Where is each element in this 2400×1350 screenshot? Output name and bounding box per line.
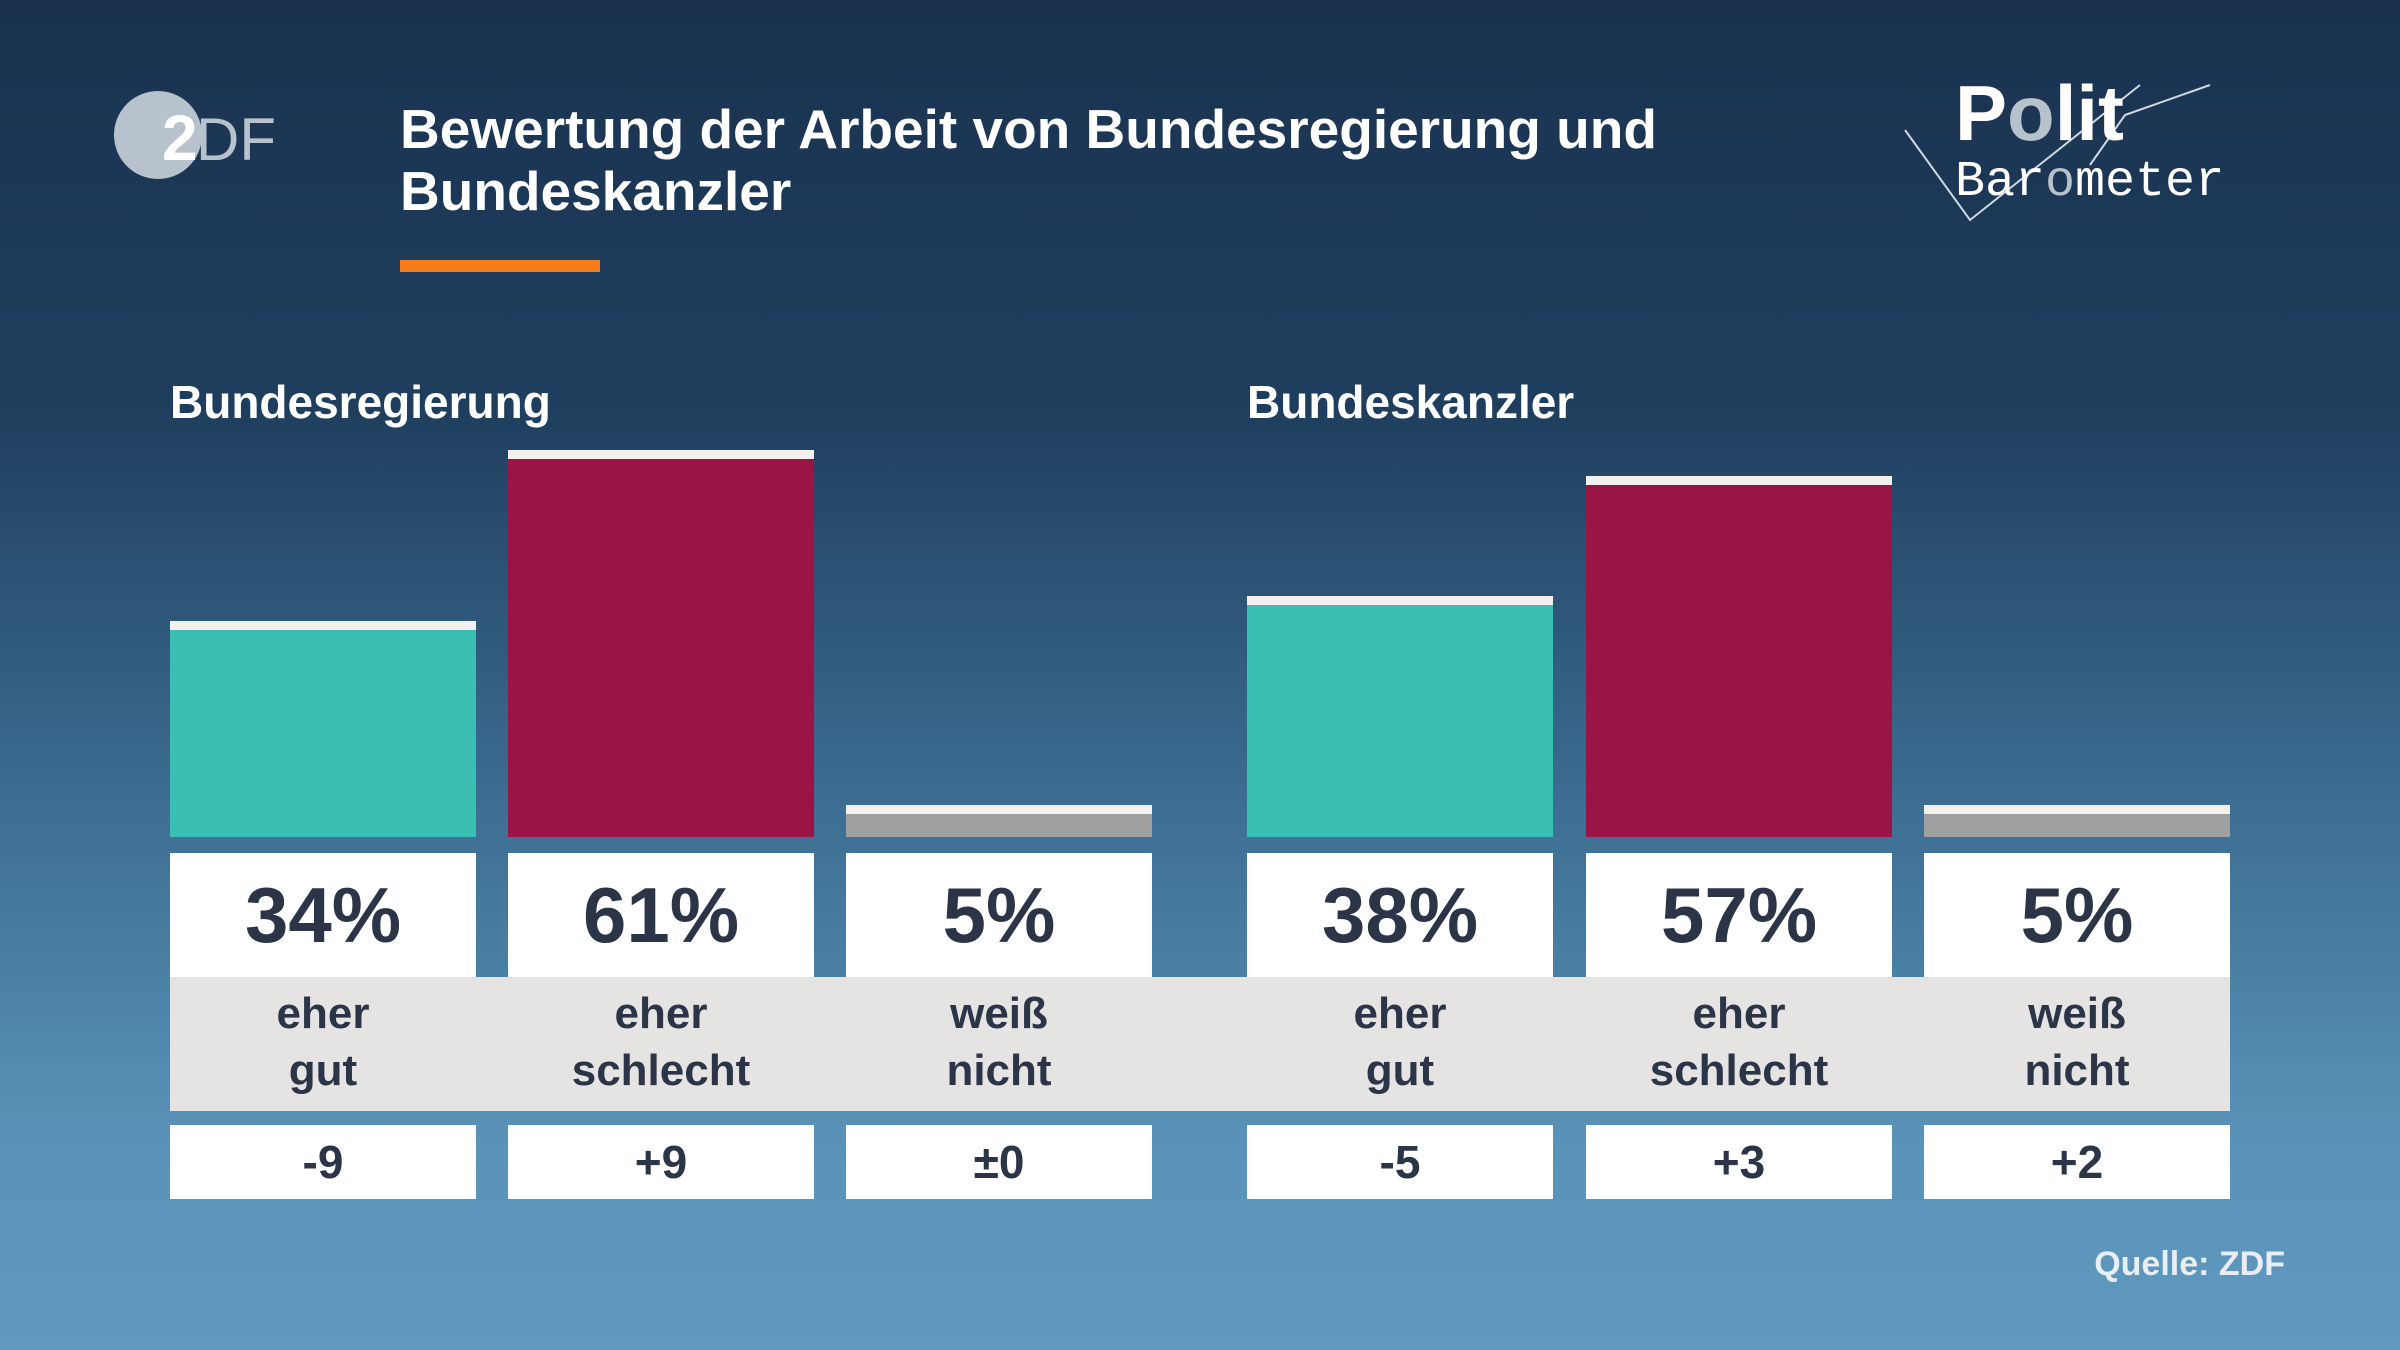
bar-cap bbox=[508, 450, 814, 460]
value-label: 38% bbox=[1247, 853, 1553, 977]
value-label: 61% bbox=[508, 853, 814, 977]
section-title-bundeskanzler: Bundeskanzler bbox=[1247, 376, 1575, 428]
section-title-bundesregierung: Bundesregierung bbox=[170, 376, 551, 428]
value-label: 5% bbox=[846, 853, 1152, 977]
category-label: eher schlecht bbox=[571, 989, 751, 1095]
change-label: -5 bbox=[1247, 1125, 1553, 1199]
value-label: 34% bbox=[170, 853, 476, 977]
bar-regierung-1 bbox=[508, 450, 814, 837]
category-label-band bbox=[170, 977, 2230, 1111]
svg-text:2: 2 bbox=[162, 102, 198, 174]
bar-kanzler-1 bbox=[1586, 475, 1892, 837]
bar-cap bbox=[1247, 596, 1553, 606]
value-label: 5% bbox=[1924, 853, 2230, 977]
bar-kanzler-0 bbox=[1247, 596, 1553, 837]
change-label: +9 bbox=[508, 1125, 814, 1199]
change-label: +2 bbox=[1924, 1125, 2230, 1199]
bar-cap bbox=[170, 621, 476, 631]
svg-text:Polit: Polit bbox=[1955, 70, 2124, 157]
svg-text:Barometer: Barometer bbox=[1955, 154, 2220, 211]
category-label: eher schlecht bbox=[1649, 989, 1829, 1095]
zdf-logo: 2 DF bbox=[114, 91, 276, 179]
change-label: -9 bbox=[170, 1125, 476, 1199]
category-label: eher gut bbox=[276, 989, 370, 1095]
source-note: Quelle: ZDF bbox=[2094, 1245, 2285, 1283]
page-title: Bewertung der Arbeit von Bundesregierung… bbox=[400, 98, 1657, 222]
change-label: +3 bbox=[1586, 1125, 1892, 1199]
category-label: weiß nicht bbox=[946, 989, 1052, 1095]
bar-regierung-0 bbox=[170, 621, 476, 837]
category-label: weiß nicht bbox=[2024, 989, 2130, 1095]
bar-cap bbox=[1586, 475, 1892, 485]
bar-cap bbox=[846, 805, 1152, 815]
politbarometer-logo: Polit Barometer bbox=[1904, 70, 2220, 222]
value-label: 57% bbox=[1586, 853, 1892, 977]
title-accent-bar bbox=[400, 260, 600, 272]
category-label: eher gut bbox=[1353, 989, 1447, 1095]
bar-cap bbox=[1924, 805, 2230, 815]
svg-text:DF: DF bbox=[196, 106, 276, 173]
change-label: ±0 bbox=[846, 1125, 1152, 1199]
